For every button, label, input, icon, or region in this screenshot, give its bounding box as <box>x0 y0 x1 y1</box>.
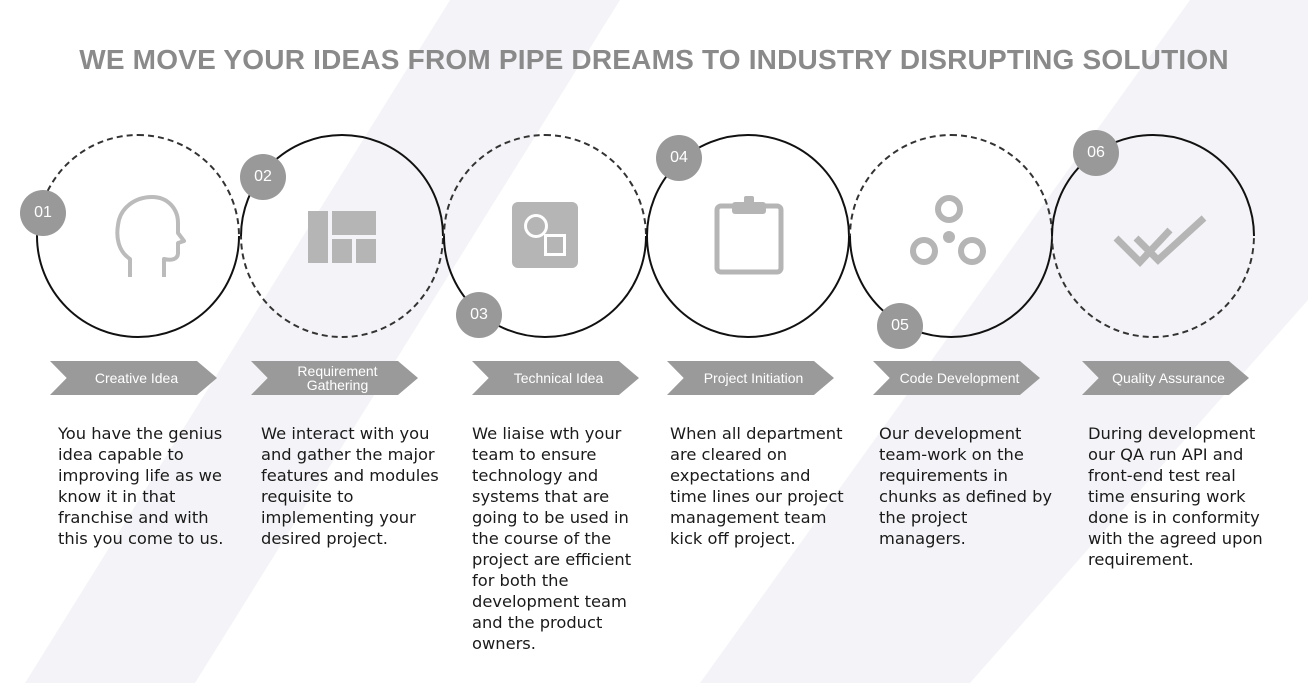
step-description-06: During development our QA run API and fr… <box>1088 424 1263 569</box>
step-number-05: 05 <box>877 303 923 349</box>
step-description-05: Our development team-work on the require… <box>879 424 1053 548</box>
step-label-technical-idea: Technical Idea <box>472 361 639 395</box>
shapes-icon <box>512 202 578 268</box>
circles-icon <box>910 195 986 265</box>
step-description-04: When all department are cleared on expec… <box>670 424 844 548</box>
clipboard-icon <box>714 196 784 275</box>
head-icon <box>115 195 186 277</box>
step-number-06: 06 <box>1073 130 1119 176</box>
page-title: WE MOVE YOUR IDEAS FROM PIPE DREAMS TO I… <box>79 44 1229 75</box>
layout-grid-icon <box>308 211 376 263</box>
step-label-project-initiation: Project Initiation <box>667 361 834 395</box>
double-check-icon <box>1113 215 1207 268</box>
step-label-quality-assurance: Quality Assurance <box>1082 361 1249 395</box>
step-number-03: 03 <box>456 292 502 338</box>
step-label-requirement-gathering: Requirement Gathering <box>251 361 418 395</box>
step-number-02: 02 <box>240 154 286 200</box>
step-description-02: We interact with you and gather the majo… <box>261 424 439 548</box>
step-description-01: You have the genius idea capable to impr… <box>58 424 224 548</box>
step-label-creative-idea: Creative Idea <box>50 361 217 395</box>
step-number-01: 01 <box>20 190 66 236</box>
step-label-code-development: Code Development <box>873 361 1040 395</box>
step-number-04: 04 <box>656 135 702 181</box>
step-description-03: We liaise wth your team to ensure techno… <box>472 424 632 653</box>
